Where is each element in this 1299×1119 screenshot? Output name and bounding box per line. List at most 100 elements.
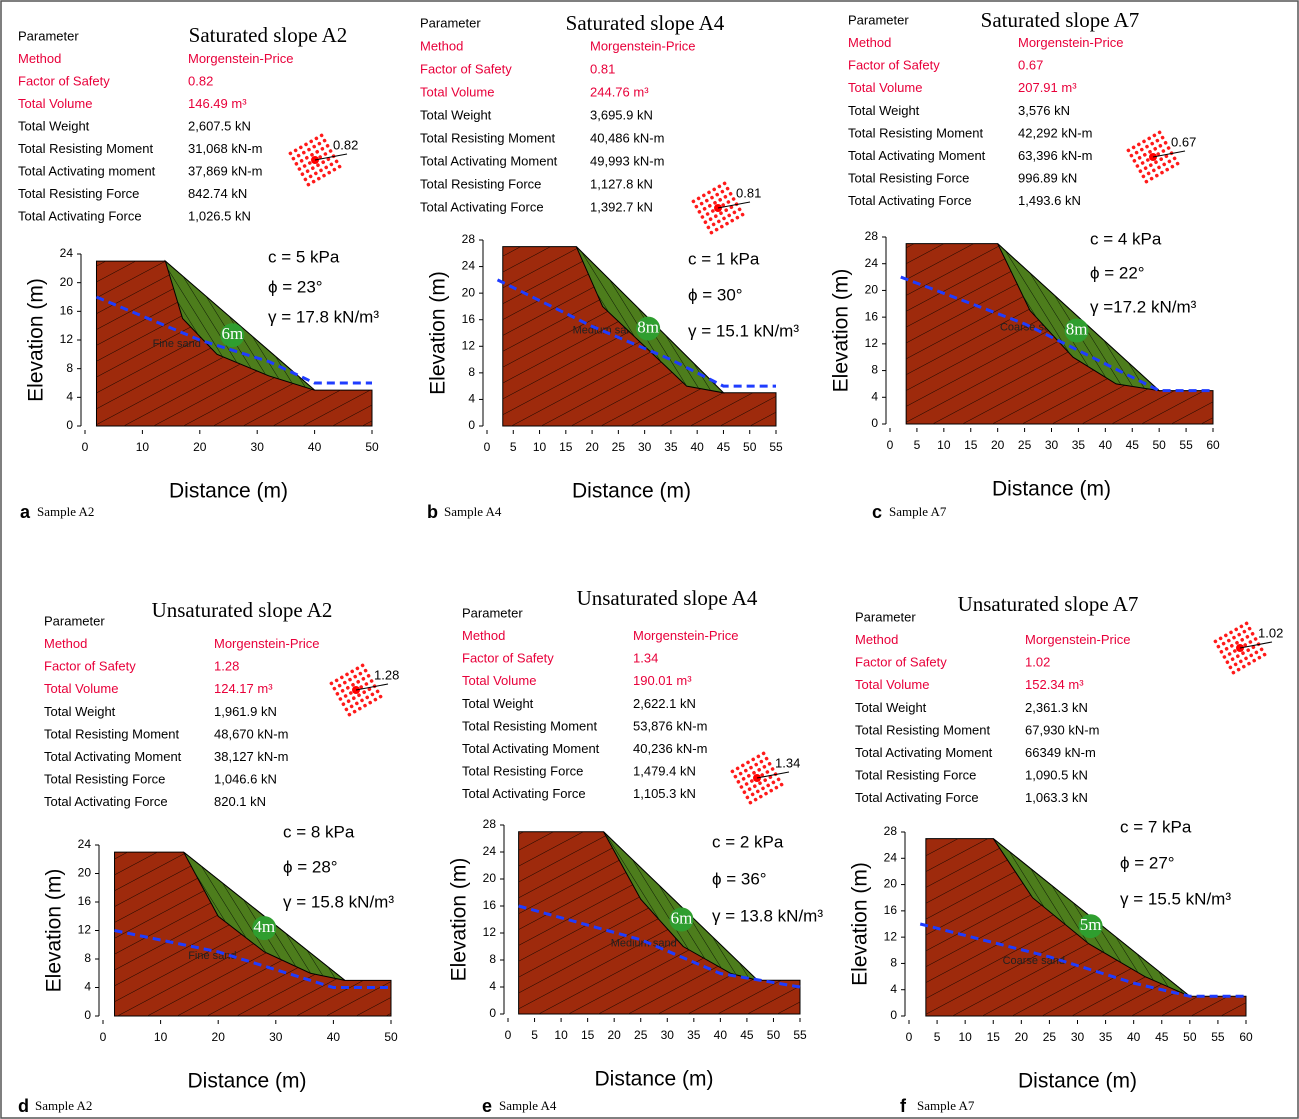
fos-grid-dot — [756, 789, 760, 794]
fos-grid-dot — [359, 685, 363, 689]
table-value: 152.34 m³ — [1025, 677, 1084, 692]
fos-grid-dot — [1216, 644, 1221, 649]
fos-grid-dot — [711, 222, 716, 227]
fos-grid-dot — [730, 769, 735, 774]
fos-grid-dot — [739, 785, 744, 789]
water-table — [114, 929, 391, 989]
fos-leader — [1239, 641, 1273, 649]
fos-grid-dot — [694, 204, 699, 209]
table-param: Total Activating Moment — [848, 148, 986, 163]
fos-grid-dot — [305, 156, 309, 160]
fos-grid-dot — [355, 666, 360, 671]
y-tick-label: 16 — [884, 903, 898, 917]
y-tick-label: 8 — [489, 952, 496, 966]
y-tick-label: 16 — [78, 894, 92, 908]
y-tick-label: 8 — [871, 363, 878, 377]
fos-grid-dot — [737, 207, 742, 212]
fos-grid-dot — [334, 159, 339, 164]
soil-property: γ = 13.8 kN/m³ — [712, 906, 823, 925]
fos-grid-dot — [751, 757, 755, 762]
fos-grid-dot — [350, 669, 354, 674]
x-tick-label: 50 — [365, 440, 379, 454]
fos-grid-dot — [763, 778, 767, 782]
fos-grid-dot — [309, 139, 313, 144]
x-axis-title: Distance (m) — [594, 1068, 713, 1091]
table-value: 53,876 kN-m — [633, 718, 707, 733]
fos-grid-dot — [705, 212, 710, 216]
x-axis-title: Distance (m) — [1018, 1070, 1137, 1093]
y-tick-label: 20 — [78, 866, 92, 880]
fos-grid-dot — [369, 679, 374, 683]
fos-grid-dot — [1137, 156, 1142, 160]
fos-grid-dot — [752, 771, 756, 775]
fos-grid-dot — [1164, 154, 1169, 158]
table-param: Total Activating Moment — [44, 749, 182, 764]
table-param: Total Volume — [855, 677, 929, 692]
x-tick-label: 40 — [308, 440, 322, 454]
fos-grid-dot — [1146, 171, 1151, 176]
fos-grid-dot — [360, 663, 365, 668]
table-param: Total Resisting Force — [855, 768, 976, 783]
zone-badge — [220, 323, 245, 348]
table-param: Total Resisting Moment — [44, 726, 179, 741]
y-tick-label: 28 — [884, 824, 898, 838]
fos-grid-dot — [1250, 632, 1255, 636]
fos-grid-dot — [718, 198, 722, 202]
fos-grid-dot — [326, 157, 331, 161]
fos-grid-dot — [725, 221, 729, 226]
fos-grid-dot — [360, 698, 364, 703]
table-value: 40,486 kN-m — [590, 130, 664, 145]
y-tick-label: 12 — [865, 336, 879, 350]
fos-grid-dot — [311, 166, 315, 170]
fos-grid-dot — [1159, 157, 1163, 161]
fos-grid-dot — [349, 704, 354, 709]
fos-grid-dot — [302, 164, 307, 168]
fos-grid-dot — [365, 695, 369, 700]
fos-marker — [1213, 621, 1267, 675]
y-tick-label: 16 — [462, 312, 476, 326]
fos-grid-dot — [1156, 152, 1160, 156]
fos-grid-dot — [1227, 652, 1232, 656]
x-tick-label: 10 — [533, 440, 547, 454]
x-tick-label: 20 — [585, 440, 599, 454]
table-param: Total Resisting Moment — [462, 718, 597, 733]
fos-grid-dot — [291, 156, 296, 161]
fos-grid-dot — [338, 697, 343, 701]
zone-badge — [1064, 318, 1089, 343]
fos-grid-dot — [340, 675, 344, 680]
fos-grid-dot — [1252, 658, 1256, 663]
fos-grid-dot — [742, 790, 747, 794]
x-tick-label: 30 — [638, 440, 652, 454]
table-value: 1.28 — [214, 659, 239, 674]
fos-grid-dot — [715, 192, 719, 197]
table-param: Total Weight — [462, 696, 534, 711]
table-param: Total Resisting Moment — [420, 130, 555, 145]
table-value: 1,479.4 kN — [633, 764, 696, 779]
fos-grid-dot — [1244, 656, 1248, 661]
x-tick-label: 25 — [1043, 1030, 1057, 1044]
panel-title: Unsaturated slope A7 — [958, 592, 1139, 616]
table-value: 1,105.3 kN — [633, 786, 696, 801]
fos-grid-dot — [373, 697, 378, 702]
zone-label: 5m — [1080, 915, 1102, 934]
x-tick-label: 15 — [581, 1028, 595, 1042]
fos-grid-dot — [776, 777, 781, 782]
y-tick-label: 12 — [462, 338, 476, 352]
fos-grid-dot — [1145, 144, 1149, 149]
fos-grid-dot — [329, 681, 334, 686]
table-value: 244.76 m³ — [590, 84, 649, 99]
y-tick-label: 24 — [884, 850, 898, 864]
fos-grid-dot — [733, 774, 738, 779]
fos-grid-dot — [758, 781, 762, 785]
table-param: Total Activating Force — [855, 790, 979, 805]
zone-badge — [252, 916, 277, 941]
x-tick-label: 10 — [958, 1030, 972, 1044]
fos-grid-dot — [1225, 660, 1230, 664]
fos-grid-dot — [1245, 635, 1250, 639]
y-tick-label: 20 — [884, 877, 898, 891]
fos-grid-dot — [754, 762, 758, 767]
table-value: Morgenstein-Price — [1025, 632, 1131, 647]
fos-grid-dot — [367, 687, 372, 691]
fos-grid-dot — [771, 780, 776, 785]
fos-grid-dot — [1143, 153, 1147, 157]
